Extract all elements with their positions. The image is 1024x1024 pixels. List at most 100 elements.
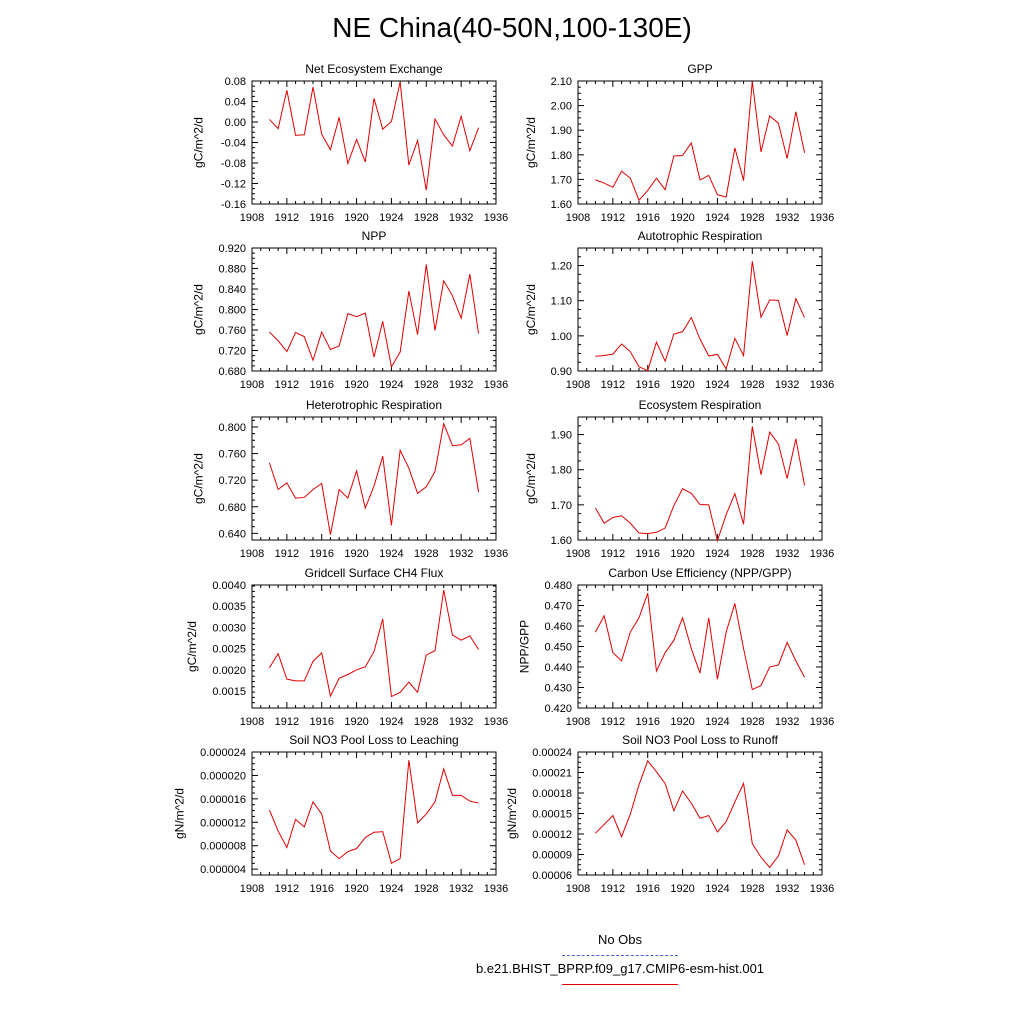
y-tick-label: 1.70 [551, 174, 572, 186]
plot-frame [577, 751, 823, 876]
x-tick-label: 1932 [775, 548, 799, 560]
y-tick-label: 0.920 [218, 243, 246, 255]
x-tick-label: 1924 [379, 883, 403, 895]
y-tick-label: 0.00015 [532, 809, 572, 821]
x-tick-label: 1912 [275, 883, 299, 895]
y-tick-label: 0.0040 [212, 580, 246, 592]
y-tick-label: 0.470 [544, 601, 572, 613]
x-tick-label: 1908 [566, 883, 590, 895]
y-axis-label: gC/m^2/d [185, 621, 199, 672]
y-tick-label: 0.0015 [212, 686, 246, 698]
x-tick-label: 1936 [484, 548, 508, 560]
x-tick-label: 1916 [635, 883, 659, 895]
plot-frame [251, 416, 497, 541]
y-tick-label: 0.680 [218, 502, 246, 514]
x-tick-label: 1920 [344, 883, 368, 895]
series-line [595, 81, 806, 202]
x-tick-label: 1912 [601, 212, 625, 224]
y-tick-label: 0.760 [218, 449, 246, 461]
x-tick-label: 1932 [775, 716, 799, 728]
x-tick-label: 1916 [635, 212, 659, 224]
y-tick-label: 0.00018 [532, 788, 572, 800]
x-tick-label: 1912 [601, 379, 625, 391]
x-tick-label: 1908 [566, 548, 590, 560]
y-axis-label: NPP/GPP [518, 620, 532, 673]
x-tick-label: 1912 [275, 716, 299, 728]
panel-title: Net Ecosystem Exchange [305, 62, 443, 76]
y-tick-label: 0.00006 [532, 870, 572, 882]
x-tick-label: 1932 [449, 716, 473, 728]
series-line [269, 264, 480, 369]
y-tick-label: 0.0035 [212, 601, 246, 613]
y-tick-label: 2.00 [551, 101, 572, 113]
panel-title: Ecosystem Respiration [639, 398, 762, 412]
main-title: NE China(40-50N,100-130E) [332, 12, 692, 43]
panel-title: Soil NO3 Pool Loss to Leaching [289, 733, 458, 747]
y-tick-label: 0.840 [218, 284, 246, 296]
plot-frame [251, 247, 497, 372]
y-tick-label: 2.10 [551, 76, 572, 88]
panel-6: Gridcell Surface CH4 Flux 1908 1912 1916 192… [185, 566, 508, 728]
x-tick-label: 1932 [775, 883, 799, 895]
y-tick-label: 0.00012 [532, 829, 572, 841]
y-tick-label: 0.08 [225, 76, 246, 88]
y-tick-label: 1.70 [551, 500, 572, 512]
panel-0: Net Ecosystem Exchange 1908 1912 1916 1920 19… [192, 62, 509, 224]
y-axis-label: gC/m^2/d [524, 284, 538, 335]
series-line [269, 589, 479, 698]
series-line [268, 760, 479, 865]
y-tick-label: 0.000012 [200, 817, 246, 829]
x-tick-label: 1936 [810, 716, 834, 728]
x-tick-label: 1916 [635, 716, 659, 728]
y-tick-label: 0.430 [544, 683, 572, 695]
panel-3: Autotrophic Respiration 1908 1912 1916 1920 1… [524, 229, 834, 391]
x-tick-label: 1916 [309, 548, 333, 560]
panel-1: GPP 1908 1912 1916 1920 1924 1928 1932 1936 1.60 1… [524, 62, 834, 224]
panel-7: Carbon Use Efficiency (NPP/GPP) 1908 1912 1… [518, 566, 835, 728]
x-tick-label: 1912 [601, 883, 625, 895]
x-tick-label: 1908 [566, 716, 590, 728]
panel-5: Ecosystem Respiration 1908 1912 1916 1920 192… [524, 398, 834, 560]
y-tick-label: 1.10 [551, 296, 572, 308]
y-tick-label: -0.08 [221, 158, 246, 170]
x-tick-label: 1928 [414, 883, 438, 895]
y-tick-label: 0.680 [218, 366, 246, 378]
plot-frame [251, 751, 497, 876]
x-tick-label: 1920 [670, 548, 694, 560]
x-tick-label: 1928 [414, 212, 438, 224]
y-tick-label: 0.720 [218, 475, 246, 487]
y-tick-label: 1.60 [551, 199, 572, 211]
y-tick-label: 0.00009 [532, 850, 572, 862]
y-tick-label: -0.16 [221, 199, 246, 211]
y-tick-label: 1.90 [551, 430, 572, 442]
plot-frame [577, 416, 823, 541]
y-axis-label: gN/m^2/d [505, 788, 519, 839]
y-tick-label: 1.00 [551, 331, 572, 343]
y-tick-label: 0.00 [225, 117, 246, 129]
y-tick-label: 0.0020 [212, 665, 246, 677]
y-tick-label: 0.460 [544, 621, 572, 633]
x-tick-label: 1924 [705, 379, 729, 391]
x-tick-label: 1932 [449, 379, 473, 391]
y-tick-label: 0.04 [225, 97, 246, 109]
y-tick-label: 0.000008 [200, 841, 246, 853]
x-tick-label: 1920 [670, 379, 694, 391]
x-tick-label: 1936 [484, 883, 508, 895]
legend-obs-label: No Obs [597, 932, 643, 947]
y-axis-label: gC/m^2/d [524, 453, 538, 504]
x-tick-label: 1928 [414, 548, 438, 560]
x-tick-label: 1916 [635, 379, 659, 391]
x-tick-label: 1928 [740, 548, 764, 560]
x-tick-label: 1908 [240, 379, 264, 391]
panel-title: Carbon Use Efficiency (NPP/GPP) [608, 566, 791, 580]
y-axis-label: gC/m^2/d [192, 284, 206, 335]
x-tick-label: 1924 [705, 883, 729, 895]
x-tick-label: 1920 [670, 716, 694, 728]
y-tick-label: 0.640 [218, 528, 246, 540]
x-tick-label: 1928 [414, 379, 438, 391]
y-tick-label: 0.90 [551, 366, 572, 378]
x-tick-label: 1932 [449, 212, 473, 224]
x-tick-label: 1928 [740, 212, 764, 224]
y-tick-label: 0.450 [544, 642, 572, 654]
